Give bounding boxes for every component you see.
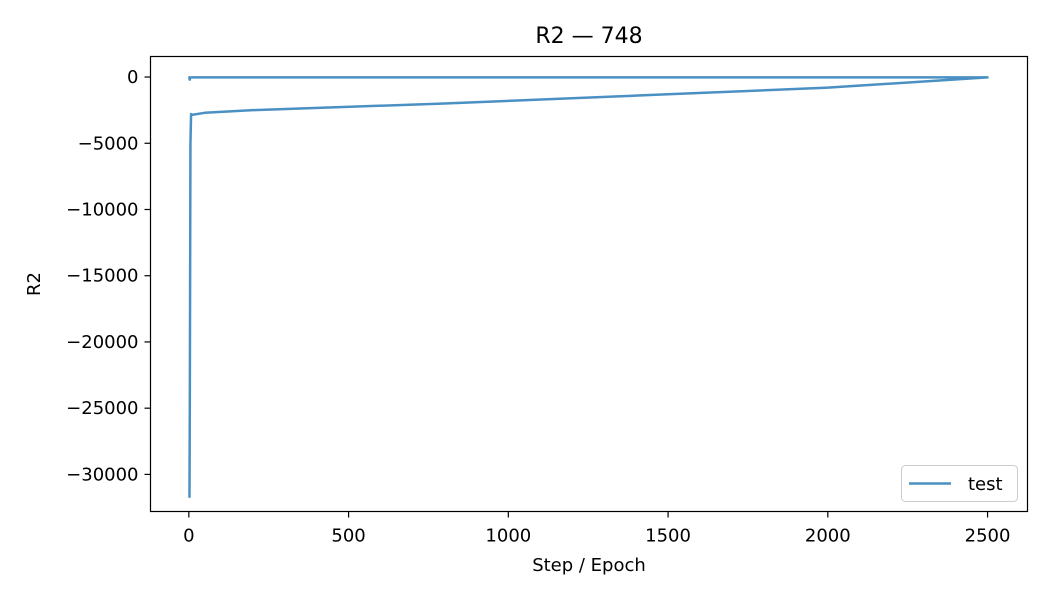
x-tick-label: 1500 xyxy=(645,526,691,547)
y-tick-label: −25000 xyxy=(66,398,138,419)
y-tick-label: −5000 xyxy=(78,133,139,154)
x-tick-label: 0 xyxy=(183,526,194,547)
y-tick-label: −10000 xyxy=(66,199,138,220)
chart-title: R2 — 748 xyxy=(535,24,642,49)
x-tick-label: 2000 xyxy=(805,526,851,547)
legend-entry-test: test xyxy=(968,474,1003,495)
y-tick-label: 0 xyxy=(127,67,138,88)
legend-box xyxy=(901,465,1018,502)
axes-frame xyxy=(149,55,1029,513)
legend: test xyxy=(901,465,1018,502)
x-axis-label: Step / Epoch xyxy=(532,555,646,576)
y-tick-label: −15000 xyxy=(66,266,138,287)
series-line-test xyxy=(188,76,989,499)
y-tick-label: −20000 xyxy=(66,332,138,353)
x-tick-label: 1000 xyxy=(485,526,531,547)
plot-area: 0 500 1000 1500 2000 2500 0 −5000 −10000 −15000 −2… xyxy=(66,67,1010,546)
y-tick-label: −30000 xyxy=(66,464,138,485)
x-tick-label: 500 xyxy=(331,526,365,547)
x-tick-label: 2500 xyxy=(965,526,1011,547)
y-axis-label: R2 xyxy=(24,272,45,296)
